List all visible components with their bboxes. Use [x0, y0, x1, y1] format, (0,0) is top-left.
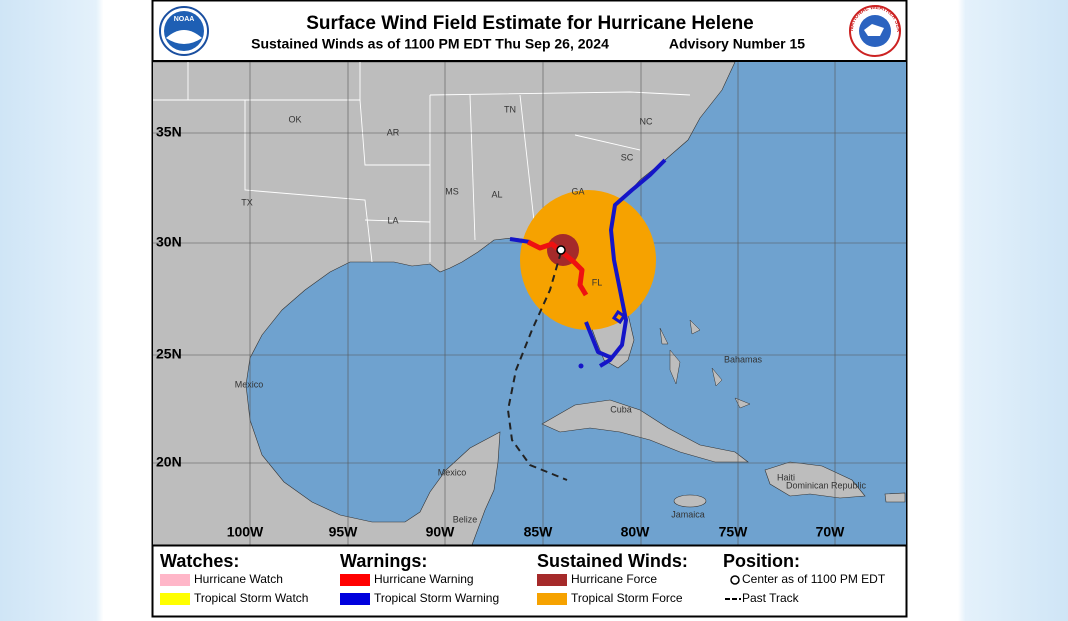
legend-center-icon: [730, 575, 740, 585]
legend-item: Past Track: [742, 591, 800, 605]
jamaica: [673, 494, 707, 508]
region-label: MS: [445, 186, 459, 196]
tropical-storm-warning-dot: [578, 363, 584, 369]
lon-label: 100W: [227, 524, 264, 540]
region-label: Cuba: [610, 404, 632, 414]
legend-swatch: [340, 593, 370, 605]
legend-item: Center as of 1100 PM EDT: [742, 572, 886, 586]
region-label: Bahamas: [724, 354, 763, 364]
region-label: Mexico: [235, 379, 264, 389]
tropical-storm-warning: [509, 158, 667, 368]
map: 35N 30N 25N 20N 100W 95W 90W 85W 80W 75W 70W OK AR TN…: [153, 62, 906, 545]
region-label: FL: [592, 277, 603, 287]
region-label: Haiti: [777, 472, 795, 482]
past-track: [506, 251, 568, 481]
noaa-logo: NOAA: [159, 6, 209, 56]
hispaniola: [764, 461, 866, 499]
region-label: GA: [571, 186, 584, 196]
legend-item: Tropical Storm Watch: [194, 591, 308, 605]
region-label: TN: [504, 104, 516, 114]
legend-heading: Warnings:: [340, 551, 427, 571]
legend-swatch: [160, 593, 190, 605]
legend: Watches:Hurricane Watch Tropical Storm Wa…: [160, 551, 886, 605]
storm-center: [556, 245, 566, 255]
legend-swatch: [340, 574, 370, 586]
advisory: Advisory Number 15: [669, 36, 805, 52]
lon-label: 90W: [426, 524, 456, 540]
legend-item: Hurricane Force: [571, 572, 657, 586]
lon-label: 75W: [719, 524, 749, 540]
legend-swatch: [537, 593, 567, 605]
region-label: Belize: [453, 514, 478, 524]
legend-heading: Sustained Winds:: [537, 551, 688, 571]
region-label: Jamaica: [671, 509, 705, 519]
legend-item: Tropical Storm Warning: [374, 591, 499, 605]
lon-label: 70W: [816, 524, 846, 540]
lon-label: 80W: [621, 524, 651, 540]
lon-label: 95W: [329, 524, 359, 540]
graticule: [153, 62, 906, 545]
lat-label: 30N: [156, 234, 182, 250]
subtitle: Sustained Winds as of 1100 PM EDT Thu Se…: [251, 36, 609, 52]
region-label: AR: [387, 127, 400, 137]
legend-item: Tropical Storm Force: [571, 591, 683, 605]
noaa-logo-text: NOAA: [174, 16, 195, 23]
region-label: OK: [288, 114, 301, 124]
region-label: SC: [621, 152, 634, 162]
region-label: NC: [640, 116, 653, 126]
hurricane-warning: [526, 239, 589, 297]
region-label: Dominican Republic: [786, 480, 867, 490]
lon-label: 85W: [524, 524, 554, 540]
legend-heading: Watches:: [160, 551, 239, 571]
cuba: [541, 399, 749, 463]
lat-label: 25N: [156, 346, 182, 362]
region-label: Mexico: [438, 467, 467, 477]
legend-swatch: [537, 574, 567, 586]
legend-heading: Position:: [723, 551, 800, 571]
legend-item: Hurricane Watch: [194, 572, 283, 586]
puerto-rico: [884, 492, 906, 503]
region-label: TX: [241, 197, 253, 207]
lat-label: 20N: [156, 454, 182, 470]
lat-label: 35N: [156, 124, 182, 140]
tropical-storm-warning-keys: [611, 309, 627, 325]
map-labels: 35N 30N 25N 20N 100W 95W 90W 85W 80W 75W 70W OK AR TN…: [156, 104, 867, 539]
frame: [151, 0, 908, 618]
region-label: LA: [387, 215, 398, 225]
title: Surface Wind Field Estimate for Hurrican…: [306, 13, 754, 34]
legend-item: Hurricane Warning: [374, 572, 474, 586]
legend-swatch: [160, 574, 190, 586]
region-label: AL: [491, 189, 502, 199]
bahamas: [659, 319, 751, 409]
